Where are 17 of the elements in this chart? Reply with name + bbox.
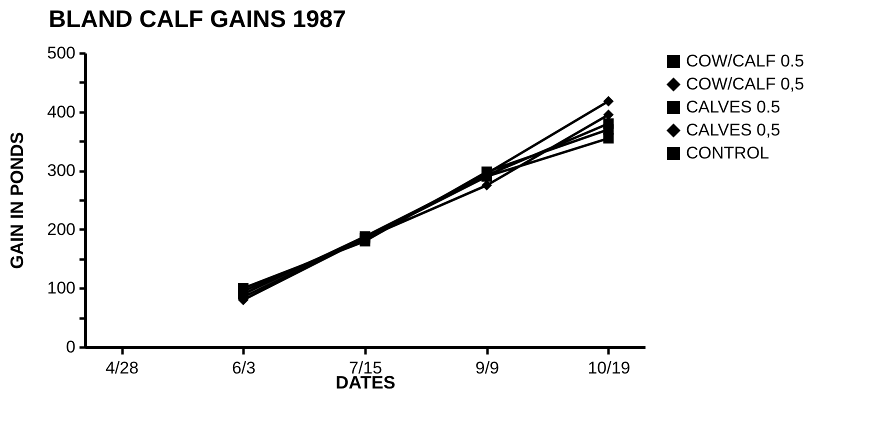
legend-label: CONTROL	[686, 144, 770, 162]
x-tick-label: 4/28	[105, 358, 139, 378]
legend-label: CALVES 0.5	[686, 98, 780, 116]
y-axis-title: GAIN IN PONDS	[7, 132, 28, 270]
y-tick-label: 100	[47, 278, 76, 298]
y-tick-label: 0	[66, 338, 76, 356]
legend-label: COW/CALF 0.5	[686, 52, 804, 70]
legend-label: CALVES 0,5	[686, 120, 780, 140]
legend-label: COW/CALF 0,5	[686, 74, 804, 94]
x-tick-label: 10/19	[588, 358, 630, 378]
y-tick-label: 200	[47, 220, 76, 239]
y-tick-label: 400	[47, 102, 76, 122]
y-tick-label: 500	[47, 44, 76, 62]
chart-title: BLAND CALF GAINS 1987	[48, 6, 346, 33]
y-tick-label: 300	[47, 161, 76, 180]
x-tick-label: 9/9	[475, 358, 500, 378]
x-tick-label: 6/3	[232, 358, 256, 378]
